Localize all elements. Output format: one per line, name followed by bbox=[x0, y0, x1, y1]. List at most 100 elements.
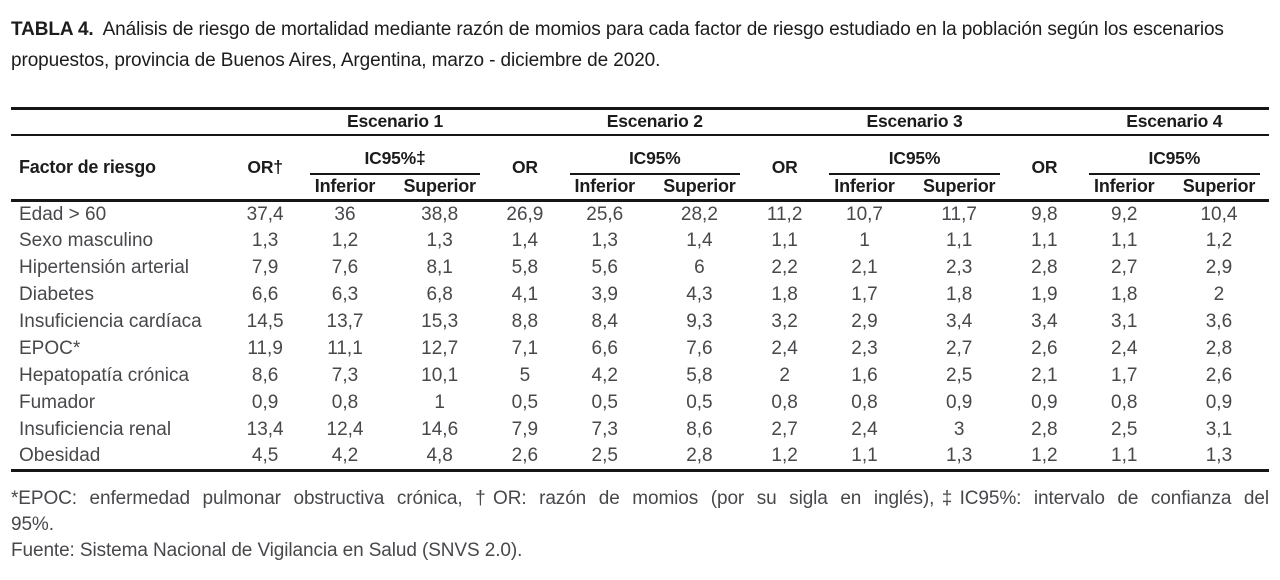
value-cell: 2,8 bbox=[1031, 419, 1058, 440]
value-cell: 7,6 bbox=[331, 257, 359, 278]
or-column-header-1: OR† bbox=[247, 156, 283, 177]
value-cell: 11,1 bbox=[327, 338, 363, 359]
value-cell: 2,6 bbox=[511, 445, 539, 467]
value-cell: 1,2 bbox=[1205, 230, 1233, 251]
factor-column-header: Factor de riesgo bbox=[19, 156, 156, 177]
value-cell: 8,1 bbox=[426, 257, 453, 278]
value-cell: 1,9 bbox=[1031, 284, 1058, 305]
table-row: Insuficiencia renal 13,4 12,4 14,6 7,9 7,3 8,6… bbox=[11, 417, 1269, 444]
value-cell: 9,8 bbox=[1009, 199, 1080, 228]
value-cell: 1,1 bbox=[945, 230, 973, 251]
lower-bound-header: Inferior bbox=[314, 176, 376, 197]
value-cell: 7,9 bbox=[511, 419, 539, 440]
value-cell: 8,6 bbox=[251, 365, 279, 386]
factor-cell: Insuficiencia renal bbox=[19, 419, 172, 440]
value-cell: 1,7 bbox=[1111, 365, 1138, 386]
value-cell: 1 bbox=[859, 230, 870, 251]
scenario-header-row: Escenario 1 Escenario 2 Escenario 3 Esce… bbox=[11, 108, 1269, 136]
value-cell: 7,6 bbox=[686, 338, 713, 359]
ic95-group-header-3: IC95% bbox=[820, 135, 1009, 175]
lower-bound-header: Inferior bbox=[1094, 176, 1155, 197]
value-cell: 5 bbox=[519, 365, 531, 386]
value-cell: 13,4 bbox=[246, 419, 284, 440]
value-cell: 2,2 bbox=[771, 257, 798, 278]
value-cell: 9,2 bbox=[1079, 199, 1169, 228]
value-cell: 9,3 bbox=[686, 311, 713, 332]
value-cell: 36 bbox=[300, 199, 390, 228]
value-cell: 14,5 bbox=[246, 311, 284, 332]
factor-cell: Obesidad bbox=[19, 445, 101, 467]
footnote-abbreviations-line2: 95%. bbox=[11, 514, 54, 535]
factor-cell: Hipertensión arterial bbox=[19, 257, 190, 278]
value-cell: 7,3 bbox=[331, 365, 359, 386]
value-cell: 8,6 bbox=[686, 419, 713, 440]
value-cell: 12,4 bbox=[326, 419, 364, 440]
measure-header-row: Factor de riesgo OR† IC95%‡ OR IC95% OR … bbox=[11, 135, 1269, 177]
value-cell: 7,9 bbox=[251, 257, 279, 278]
value-cell: 1,1 bbox=[771, 230, 798, 251]
value-cell: 38,8 bbox=[389, 199, 490, 228]
value-cell: 10,7 bbox=[819, 199, 910, 228]
bounds-header-row: Inferior Superior Inferior Superior Infe… bbox=[11, 175, 1269, 201]
spacer-cell bbox=[1009, 108, 1080, 136]
upper-bound-header: Superior bbox=[403, 176, 476, 197]
value-cell: 0,8 bbox=[331, 392, 359, 413]
value-cell: 25,6 bbox=[560, 199, 650, 228]
value-cell: 2,7 bbox=[945, 338, 973, 359]
value-cell: 0,9 bbox=[945, 392, 973, 413]
value-cell: 1,3 bbox=[945, 445, 973, 467]
value-cell: 2,7 bbox=[771, 419, 798, 440]
value-cell: 0,8 bbox=[851, 392, 878, 413]
value-cell: 4,8 bbox=[426, 445, 453, 467]
value-cell: 2,3 bbox=[851, 338, 878, 359]
value-cell: 1,3 bbox=[251, 230, 279, 251]
scenario-3-header: Escenario 3 bbox=[819, 108, 1010, 136]
value-cell: 0,8 bbox=[771, 392, 798, 413]
table-caption-label: TABLA 4. bbox=[11, 19, 94, 40]
value-cell: 5,6 bbox=[591, 257, 618, 278]
footnote-abbreviations-line1: *EPOC: enfermedad pulmonar obstructiva c… bbox=[11, 488, 1269, 509]
value-cell: 6,8 bbox=[426, 284, 453, 305]
value-cell: 2,7 bbox=[1111, 257, 1138, 278]
value-cell: 37,4 bbox=[229, 199, 301, 228]
spacer-cell bbox=[749, 108, 820, 136]
table-row: Sexo masculino 1,3 1,2 1,3 1,4 1,3 1,4 1,1 1 1,1 1… bbox=[11, 228, 1269, 255]
scenario-1-header: Escenario 1 bbox=[300, 108, 490, 136]
value-cell: 13,7 bbox=[326, 311, 364, 332]
value-cell: 6,6 bbox=[591, 338, 618, 359]
value-cell: 6 bbox=[694, 257, 705, 278]
value-cell: 10,1 bbox=[421, 365, 459, 386]
value-cell: 2,6 bbox=[1205, 365, 1233, 386]
value-cell: 1,4 bbox=[511, 230, 539, 251]
factor-cell: Insuficiencia cardíaca bbox=[19, 311, 202, 332]
factor-cell: EPOC* bbox=[19, 338, 81, 359]
footnote-source: Fuente: Sistema Nacional de Vigilancia e… bbox=[11, 540, 523, 561]
or-column-header-4: OR bbox=[1031, 156, 1058, 177]
value-cell: 15,3 bbox=[421, 311, 459, 332]
value-cell: 2,8 bbox=[686, 445, 713, 467]
table-row: Hepatopatía crónica 8,6 7,3 10,1 5 4,2 5,8 2 1,6… bbox=[11, 363, 1269, 390]
value-cell: 1,8 bbox=[945, 284, 973, 305]
or-column-header-2: OR bbox=[511, 156, 538, 177]
value-cell: 6,6 bbox=[251, 284, 279, 305]
value-cell: 2,5 bbox=[591, 445, 618, 467]
value-cell: 0,5 bbox=[591, 392, 618, 413]
value-cell: 2,5 bbox=[945, 365, 973, 386]
value-cell: 2,1 bbox=[851, 257, 878, 278]
value-cell: 8,4 bbox=[591, 311, 618, 332]
factor-cell: Diabetes bbox=[19, 284, 94, 305]
value-cell: 5,8 bbox=[686, 365, 713, 386]
value-cell: 1,3 bbox=[591, 230, 618, 251]
value-cell: 12,7 bbox=[421, 338, 459, 359]
table-row: Insuficiencia cardíaca 14,5 13,7 15,3 8,8 8,4… bbox=[11, 309, 1269, 336]
value-cell: 1,2 bbox=[331, 230, 359, 251]
value-cell: 7,1 bbox=[511, 338, 539, 359]
lower-bound-header: Inferior bbox=[574, 176, 636, 197]
value-cell: 3,1 bbox=[1205, 419, 1233, 440]
value-cell: 1,1 bbox=[1111, 230, 1138, 251]
table-caption-text: Análisis de riesgo de mortalidad mediant… bbox=[11, 19, 1224, 71]
factor-cell: Hepatopatía crónica bbox=[19, 365, 190, 386]
table-row: Edad > 60 37,4 36 38,8 26,9 25,6 28,2 11,2 10,7 1… bbox=[11, 199, 1269, 228]
ic95-group-header-2: IC95% bbox=[560, 135, 749, 175]
value-cell: 0,8 bbox=[1111, 392, 1138, 413]
